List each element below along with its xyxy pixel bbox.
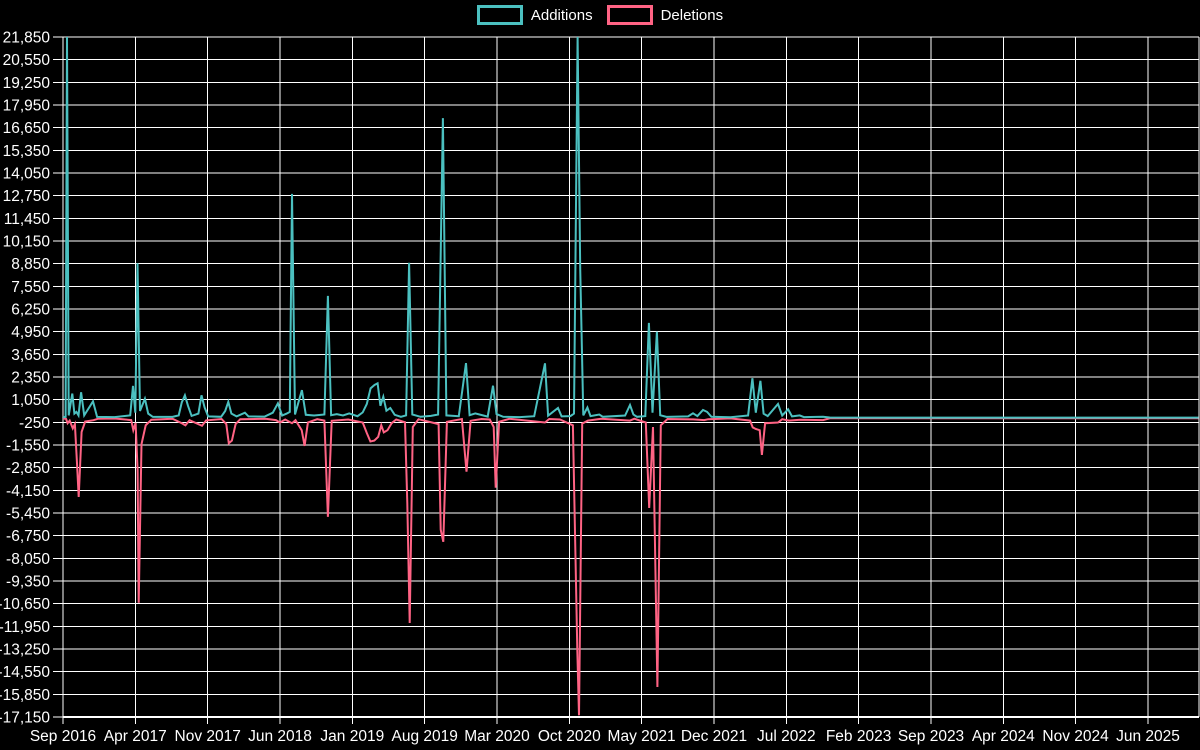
x-axis-label: Jan 2019 bbox=[320, 728, 384, 745]
x-axis-label: Mar 2020 bbox=[464, 728, 530, 745]
y-axis-label: -11,950 bbox=[0, 619, 50, 636]
y-axis-label: -13,250 bbox=[0, 642, 50, 659]
x-axis-label: Dec 2021 bbox=[681, 728, 747, 745]
legend-label-deletions: Deletions bbox=[660, 6, 724, 24]
y-axis-label: 15,350 bbox=[3, 143, 51, 160]
y-axis-label: 8,850 bbox=[11, 256, 50, 273]
x-axis-label: Aug 2019 bbox=[392, 728, 458, 745]
y-axis-label: 17,950 bbox=[3, 98, 51, 115]
y-axis-label: -10,650 bbox=[0, 596, 50, 613]
y-axis-label: -9,350 bbox=[6, 574, 50, 591]
x-axis-label: Apr 2017 bbox=[104, 728, 167, 745]
y-axis-label: 3,650 bbox=[11, 347, 50, 364]
y-axis-label: 1,050 bbox=[11, 392, 50, 409]
y-axis-label: -6,750 bbox=[6, 528, 50, 545]
y-axis-label: 6,250 bbox=[11, 302, 50, 319]
x-axis-label: Nov 2024 bbox=[1042, 728, 1109, 745]
y-axis-label: 7,550 bbox=[11, 279, 50, 296]
series-line-additions bbox=[62, 36, 1199, 419]
y-axis-label: -17,150 bbox=[0, 710, 50, 727]
y-axis-label: -4,150 bbox=[6, 483, 50, 500]
y-axis-label: 4,950 bbox=[11, 324, 50, 341]
y-axis-label: 19,250 bbox=[3, 75, 51, 92]
x-axis-label: Jul 2022 bbox=[757, 728, 816, 745]
x-axis-label: May 2021 bbox=[608, 728, 676, 745]
y-axis-label: 10,150 bbox=[3, 234, 51, 251]
y-axis-label: -8,050 bbox=[6, 551, 50, 568]
x-axis-label: Apr 2024 bbox=[972, 728, 1035, 745]
x-axis-label: Nov 2017 bbox=[175, 728, 241, 745]
y-axis-label: -15,850 bbox=[0, 687, 50, 704]
x-axis-label: Oct 2020 bbox=[538, 728, 601, 745]
x-axis-label: Sep 2016 bbox=[30, 728, 96, 745]
deletions-swatch-icon bbox=[606, 5, 653, 25]
y-axis-label: 2,350 bbox=[11, 370, 50, 387]
x-axis-label: Jun 2025 bbox=[1116, 728, 1180, 745]
y-axis-label: -1,550 bbox=[6, 438, 50, 455]
y-axis-label: -250 bbox=[19, 415, 50, 432]
chart-legend: Additions Deletions bbox=[0, 5, 1200, 25]
legend-item-additions[interactable]: Additions bbox=[476, 5, 593, 25]
y-axis-label: 20,550 bbox=[3, 52, 51, 69]
y-axis-label: -5,450 bbox=[6, 506, 50, 523]
y-axis-label: 12,750 bbox=[3, 188, 51, 205]
y-axis-label: 11,450 bbox=[4, 211, 51, 228]
y-axis-label: 21,850 bbox=[3, 30, 51, 47]
additions-swatch-icon bbox=[476, 5, 523, 25]
y-axis-label: -2,850 bbox=[6, 460, 50, 477]
x-axis-label: Jun 2018 bbox=[248, 728, 312, 745]
x-axis-label: Feb 2023 bbox=[826, 728, 892, 745]
x-axis-label: Sep 2023 bbox=[898, 728, 964, 745]
y-axis-label: -14,550 bbox=[0, 664, 50, 681]
y-axis-label: 16,650 bbox=[3, 120, 51, 137]
series-line-deletions bbox=[62, 417, 1199, 716]
y-axis-label: 14,050 bbox=[3, 166, 51, 183]
legend-item-deletions[interactable]: Deletions bbox=[606, 5, 724, 25]
legend-label-additions: Additions bbox=[530, 6, 593, 24]
